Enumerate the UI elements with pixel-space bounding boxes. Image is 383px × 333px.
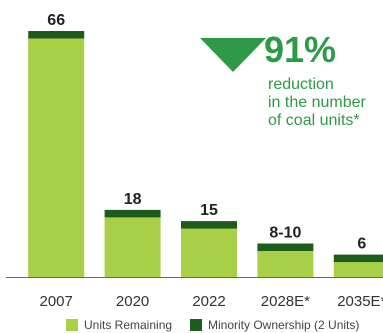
bar-minority-ownership-2-units-2028e <box>257 243 314 251</box>
reduction-description-line-3: of coal units* <box>268 112 360 129</box>
chart-legend: Units Remaining Minority Ownership (2 Un… <box>0 314 383 333</box>
legend-item-minority-ownership: Minority Ownership (2 Units) <box>190 318 359 332</box>
legend-item-units-remaining: Units Remaining <box>66 318 172 332</box>
bar-units-remaining-2035e <box>333 262 383 277</box>
data-label-2007: 66 <box>47 12 65 29</box>
down-triangle-icon <box>200 38 266 72</box>
legend-label-minority-ownership: Minority Ownership (2 Units) <box>208 318 360 332</box>
bar-minority-ownership-2-units-2035e <box>333 254 383 263</box>
x-tick-label-2022: 2022 <box>192 293 225 310</box>
bar-units-remaining-2022 <box>181 228 237 277</box>
data-label-2028e: 8-10 <box>269 225 301 242</box>
legend-label-units-remaining: Units Remaining <box>84 318 173 332</box>
reduction-description-line-1: reduction <box>268 76 334 93</box>
x-tick-label-2028e: 2028E* <box>261 293 310 310</box>
reduction-percentage: 91% <box>264 29 337 70</box>
bar-units-remaining-2007 <box>28 38 85 277</box>
bar-units-remaining-2028e <box>257 250 314 277</box>
bar-minority-ownership-2-units-2020 <box>104 209 161 218</box>
x-tick-label-2007: 2007 <box>40 293 73 310</box>
bar-minority-ownership-2-units-2007 <box>28 31 85 39</box>
data-label-2035e: 6 <box>357 236 366 253</box>
legend-swatch-minority-ownership <box>190 318 202 331</box>
bar-units-remaining-2020 <box>104 217 161 277</box>
data-label-2020: 18 <box>124 191 142 208</box>
reduction-description: reduction in the number of coal units* <box>268 76 383 130</box>
data-label-2022: 15 <box>200 202 218 219</box>
reduction-description-line-2: in the number <box>268 94 366 111</box>
bar-minority-ownership-2-units-2022 <box>181 221 237 229</box>
x-tick-label-2020: 2020 <box>116 293 149 310</box>
legend-swatch-units-remaining <box>66 318 78 331</box>
x-tick-label-2035e: 2035E* <box>337 293 383 310</box>
